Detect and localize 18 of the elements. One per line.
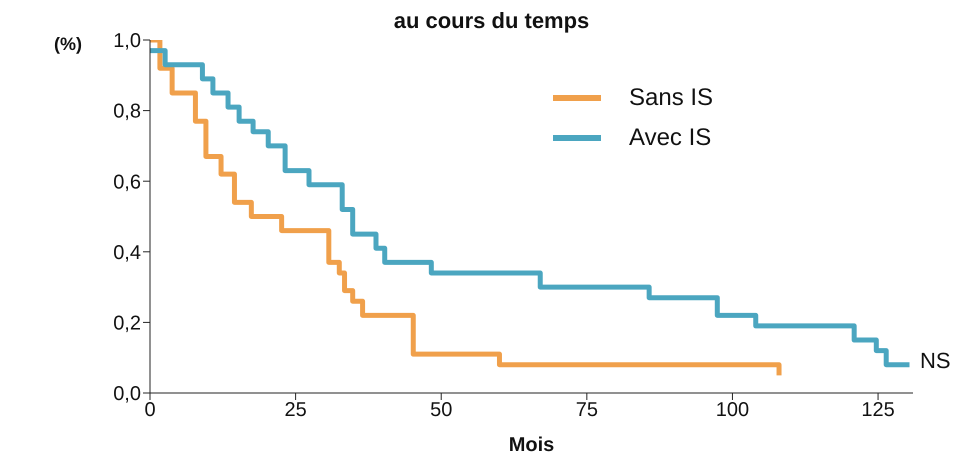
x-axis-title: Mois [508, 434, 554, 456]
x-tick-label: 25 [284, 399, 307, 422]
y-tick-label: 0,2 [113, 312, 141, 334]
legend-label: Avec IS [629, 124, 712, 152]
y-tick-label: 0,6 [113, 171, 141, 194]
chart-title: au cours du temps [394, 8, 590, 33]
y-tick-label: 0,4 [113, 242, 141, 264]
x-tick-label: 125 [861, 399, 895, 422]
y-axis-title: (%) [54, 34, 82, 54]
x-tick-label: 50 [430, 399, 452, 422]
y-tick-label: 0,0 [113, 383, 141, 406]
text: NS [920, 348, 951, 374]
legend-label: Sans IS [629, 84, 714, 112]
x-tick-label: 0 [144, 399, 156, 422]
x-tick-label: 100 [716, 399, 750, 422]
y-tick-label: 0,8 [113, 100, 141, 123]
y-tick-label: 1,0 [113, 30, 141, 52]
x-tick-label: 75 [576, 399, 598, 422]
